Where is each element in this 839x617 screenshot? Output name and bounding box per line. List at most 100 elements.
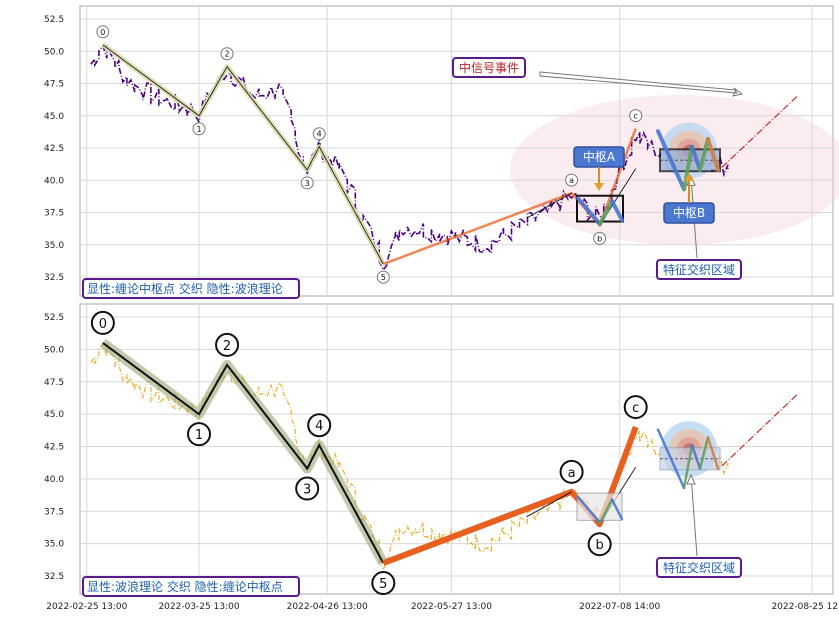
feature-zone-box bbox=[656, 259, 742, 280]
feature-zone-label: 特征交织区域 bbox=[663, 262, 735, 277]
zhongshu-a-zigzag bbox=[576, 196, 602, 227]
y-tick-label: 37.5 bbox=[44, 209, 64, 219]
wave-point-label: 5 bbox=[381, 273, 386, 282]
wave-point-label: b bbox=[597, 234, 602, 243]
wave-point-label: 2 bbox=[225, 50, 230, 59]
wave-point-label: 0 bbox=[99, 317, 107, 332]
zhongshu-a-zigzag bbox=[576, 495, 602, 525]
zhongshu-a-zigzag bbox=[598, 198, 614, 227]
x-tick-label: 2022-07-08 14:00 bbox=[579, 602, 660, 612]
zhongshu-b-zigzag bbox=[656, 129, 686, 192]
wave-point-marker bbox=[593, 231, 607, 245]
y-tick-label: 35.0 bbox=[44, 241, 64, 251]
impulse-wave-line bbox=[102, 342, 385, 564]
y-tick-label: 40.0 bbox=[44, 475, 64, 485]
y-tick-label: 45.0 bbox=[44, 410, 64, 420]
zhongshu-b-zigzag bbox=[698, 436, 710, 470]
wave-point-marker bbox=[565, 173, 579, 187]
y-tick-label: 52.5 bbox=[44, 313, 64, 323]
signal-arrow bbox=[539, 71, 744, 97]
wave-point-marker bbox=[559, 459, 584, 484]
wave-point-marker bbox=[220, 47, 234, 61]
feature-zone-arrowhead bbox=[686, 473, 696, 485]
feature-zone-arrow bbox=[690, 474, 698, 557]
wave-point-label: b bbox=[596, 538, 604, 553]
y-tick-label: 37.5 bbox=[44, 507, 64, 517]
wave-point-marker bbox=[587, 532, 612, 557]
wave-point-marker bbox=[300, 176, 314, 190]
x-tick-label: 2022-08-25 12:00 bbox=[771, 602, 839, 612]
zhongshu-a-box bbox=[576, 492, 623, 521]
zhongshu-b-zigzag bbox=[690, 443, 702, 470]
impulse-wave-line bbox=[102, 44, 384, 265]
wave-point-marker bbox=[187, 422, 212, 447]
wave-point-label: 0 bbox=[100, 28, 105, 37]
zhongshu-b-zigzag bbox=[706, 136, 720, 172]
zhongshu-a-zigzag bbox=[610, 198, 624, 223]
projection-line bbox=[721, 95, 798, 168]
wave-point-marker bbox=[215, 332, 240, 357]
y-tick-label: 50.0 bbox=[44, 345, 64, 355]
wave-point-marker bbox=[295, 476, 320, 501]
zhongshu-b-zigzag bbox=[682, 443, 694, 490]
zhongshu-a-zigzag bbox=[598, 498, 614, 525]
y-tick-label: 52.5 bbox=[44, 15, 64, 25]
zhongshu-b-zigzag bbox=[706, 436, 720, 470]
zhongshu-a-pointer-head bbox=[594, 183, 604, 191]
zhongshu-b-zigzag bbox=[656, 428, 686, 490]
y-tick-label: 47.5 bbox=[44, 80, 64, 90]
wave-point-label: 1 bbox=[196, 125, 201, 134]
y-tick-label: 42.5 bbox=[44, 144, 64, 154]
zhongshu-b-label: 中枢B bbox=[673, 205, 705, 220]
panel-bottom: 32.5 35.0 37.5 40.0 42.5 45.0 47.5 50.0 52.5 2022… bbox=[44, 303, 839, 612]
projection-line bbox=[721, 394, 798, 467]
zhongshu-b-zigzag bbox=[698, 136, 710, 172]
wave-point-label: c bbox=[634, 112, 638, 121]
zhongshu-b-pointer-head bbox=[684, 173, 694, 181]
wave-point-label: c bbox=[632, 401, 639, 416]
x-tick-label: 2022-02-25 13:00 bbox=[46, 602, 127, 612]
y-tick-label: 35.0 bbox=[44, 540, 64, 550]
zhongshu-a-label: 中枢A bbox=[583, 149, 616, 164]
y-tick-label: 50.0 bbox=[44, 47, 64, 57]
y-tick-label: 32.5 bbox=[44, 572, 64, 582]
legend-box bbox=[82, 278, 300, 299]
wave-point-marker bbox=[623, 395, 648, 420]
y-tick-label: 32.5 bbox=[44, 273, 64, 283]
x-tick-label: 2022-05-27 13:00 bbox=[411, 602, 492, 612]
wave-point-label: 5 bbox=[379, 577, 387, 592]
signal-label: 中信号事件 bbox=[459, 60, 519, 75]
y-tick-label: 40.0 bbox=[44, 176, 64, 186]
y-tick-label: 47.5 bbox=[44, 378, 64, 388]
signal-box bbox=[452, 57, 526, 78]
x-tick-label: 2022-03-25 13:00 bbox=[158, 602, 239, 612]
panel-top: 32.5 35.0 37.5 40.0 42.5 45.0 47.5 50.0 52.5 0 1 2 3… bbox=[44, 5, 839, 299]
wave-point-marker bbox=[371, 571, 396, 596]
wave-point-label: 4 bbox=[317, 130, 322, 139]
legend-box bbox=[82, 576, 300, 597]
trend-segment bbox=[526, 192, 572, 219]
trend-segment bbox=[526, 491, 572, 518]
wave-point-marker bbox=[312, 127, 326, 141]
zhongshu-b-zigzag bbox=[690, 144, 702, 172]
wave-point-marker bbox=[629, 109, 643, 123]
wave-point-label: 1 bbox=[195, 428, 203, 443]
zhongshu-a-zigzag bbox=[610, 498, 624, 521]
x-tick-label: 2022-04-26 13:00 bbox=[287, 602, 368, 612]
wave-point-label: 4 bbox=[315, 419, 323, 434]
wave-point-label: 2 bbox=[223, 339, 231, 354]
feature-zone-label: 特征交织区域 bbox=[663, 560, 735, 575]
wave-point-label: 3 bbox=[303, 483, 311, 498]
wave-point-label: 3 bbox=[305, 179, 310, 188]
wave-point-marker bbox=[90, 310, 115, 335]
feature-zone-box bbox=[656, 557, 742, 578]
legend-text: 显性:波浪理论 交织 隐性:缠论中枢点 bbox=[87, 579, 283, 594]
wave-point-label: a bbox=[568, 466, 576, 481]
wave-point-marker bbox=[376, 270, 390, 284]
y-tick-label: 42.5 bbox=[44, 443, 64, 453]
zhongshu-b-zigzag bbox=[682, 144, 694, 192]
y-tick-label: 45.0 bbox=[44, 112, 64, 122]
wave-point-label: a bbox=[569, 176, 574, 185]
